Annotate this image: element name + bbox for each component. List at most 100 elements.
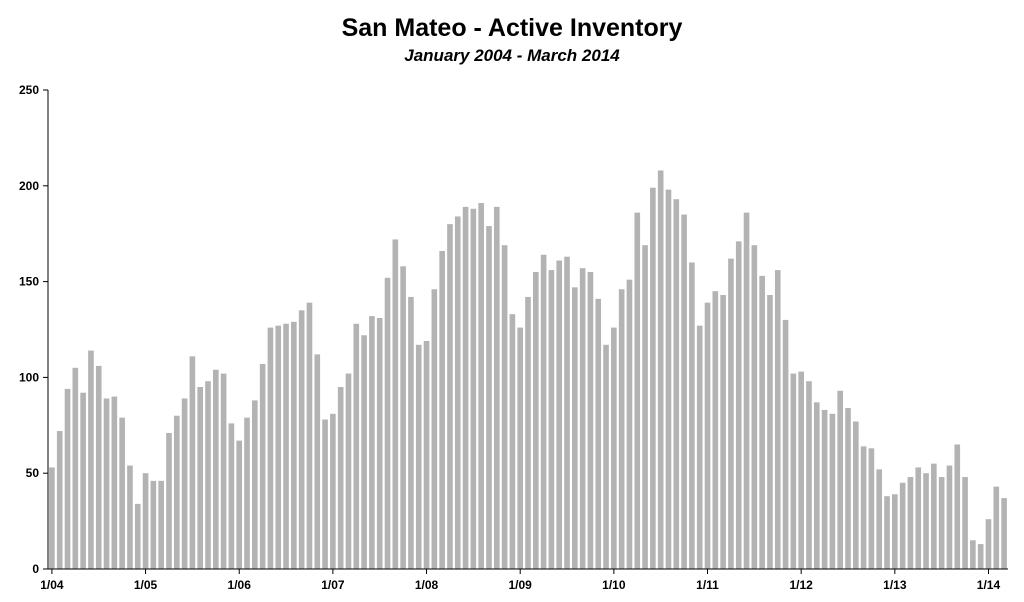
bar (931, 463, 937, 569)
bar (259, 363, 266, 569)
y-tick-label: 0 (32, 562, 39, 576)
bar (369, 316, 375, 569)
bar (283, 323, 289, 569)
bar (681, 214, 687, 570)
bar (408, 296, 414, 569)
y-tick-label: 100 (19, 370, 39, 384)
x-tick-label: 1/14 (977, 578, 1001, 592)
bar (970, 540, 976, 569)
axes-group: 0 50 100 150 200 250 1/04 1/05 1/06 1/07 1/08 1/09 1… (19, 83, 1008, 592)
bar (478, 203, 484, 570)
bar (423, 341, 430, 569)
bar (618, 289, 625, 569)
bar (252, 400, 258, 569)
bar (751, 245, 758, 569)
bar (119, 417, 125, 569)
bar (611, 327, 617, 569)
bar (892, 494, 898, 569)
bar (88, 350, 94, 569)
bar (923, 473, 929, 569)
x-tick-label: 1/09 (509, 578, 533, 592)
bar (720, 295, 726, 569)
bar (275, 325, 282, 569)
bar (49, 467, 55, 569)
bar (657, 170, 664, 569)
bar (853, 421, 859, 569)
bar (189, 356, 196, 569)
bar (954, 444, 961, 569)
x-tick-label: 1/13 (883, 578, 907, 592)
bar (884, 496, 890, 569)
bar (431, 289, 438, 569)
bar (142, 473, 149, 569)
bar (525, 296, 531, 569)
bar (166, 432, 172, 569)
bar (158, 480, 164, 569)
bar (228, 423, 235, 569)
bar (72, 367, 79, 569)
bar (868, 448, 875, 569)
x-tick-label: 1/04 (40, 578, 64, 592)
bar (587, 272, 594, 569)
bar (244, 417, 250, 569)
bar (977, 544, 984, 569)
bar (322, 419, 328, 569)
bar (415, 344, 422, 569)
bar (876, 469, 883, 569)
bar (813, 402, 820, 569)
bar (743, 212, 750, 569)
bar (220, 373, 227, 569)
bar (798, 371, 804, 569)
bar (821, 409, 828, 569)
bar (564, 256, 570, 569)
bar (728, 258, 734, 569)
bar (993, 486, 1000, 569)
x-tick-label: 1/05 (134, 578, 158, 592)
bar (205, 381, 211, 569)
bar (767, 295, 773, 569)
bar (127, 465, 133, 569)
bar (915, 467, 922, 569)
bar (517, 327, 524, 569)
bar (501, 245, 508, 569)
bar (345, 373, 352, 569)
y-tick-label: 200 (19, 179, 39, 193)
bar (860, 446, 867, 569)
bar (634, 212, 641, 569)
bar (330, 413, 336, 569)
x-tick-label: 1/08 (415, 578, 439, 592)
bar (103, 398, 110, 569)
bar (642, 245, 648, 569)
bar (556, 260, 563, 569)
bar (603, 344, 609, 569)
bar (782, 319, 789, 569)
bar (704, 302, 711, 569)
bar (533, 272, 539, 569)
bar (899, 482, 906, 569)
bar (759, 275, 765, 569)
bar (447, 224, 453, 569)
bar (689, 262, 695, 569)
bar (80, 392, 86, 569)
y-tick-label: 250 (19, 83, 39, 97)
bar (134, 503, 141, 569)
bar (946, 465, 953, 569)
bar (486, 226, 492, 570)
bar (236, 440, 243, 569)
bar (829, 413, 836, 569)
bar (579, 268, 586, 569)
bar (540, 254, 547, 569)
bars-group (49, 170, 1007, 570)
bar (774, 270, 781, 569)
bar (173, 415, 180, 569)
bar (938, 477, 945, 569)
bar (595, 298, 602, 569)
bar (572, 287, 578, 569)
bar (650, 187, 656, 569)
bar (673, 199, 680, 569)
bar (95, 365, 102, 569)
bar (1001, 498, 1007, 569)
bar (837, 390, 844, 569)
bar (181, 398, 188, 569)
bar (56, 431, 63, 569)
